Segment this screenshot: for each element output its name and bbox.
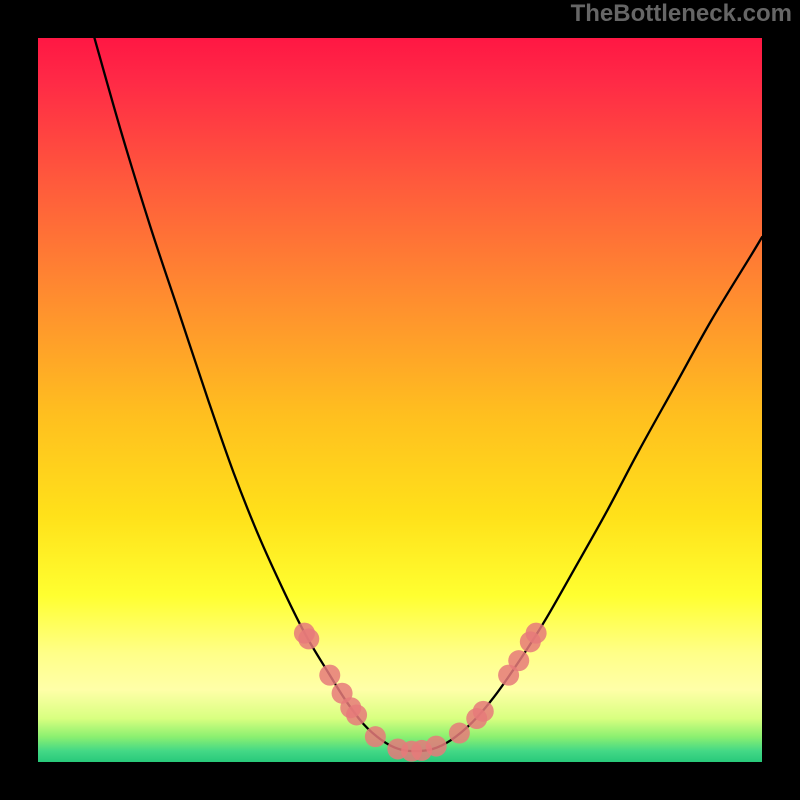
data-marker [298, 628, 319, 649]
chart-container: TheBottleneck.com [0, 0, 800, 800]
data-marker [365, 726, 386, 747]
data-marker [346, 704, 367, 725]
data-marker [526, 623, 547, 644]
data-marker [319, 665, 340, 686]
chart-svg [0, 0, 800, 800]
data-marker [473, 701, 494, 722]
watermark-text: TheBottleneck.com [571, 0, 792, 28]
data-marker [449, 723, 470, 744]
gradient-background [38, 38, 762, 762]
data-marker [426, 736, 447, 757]
data-marker [508, 650, 529, 671]
